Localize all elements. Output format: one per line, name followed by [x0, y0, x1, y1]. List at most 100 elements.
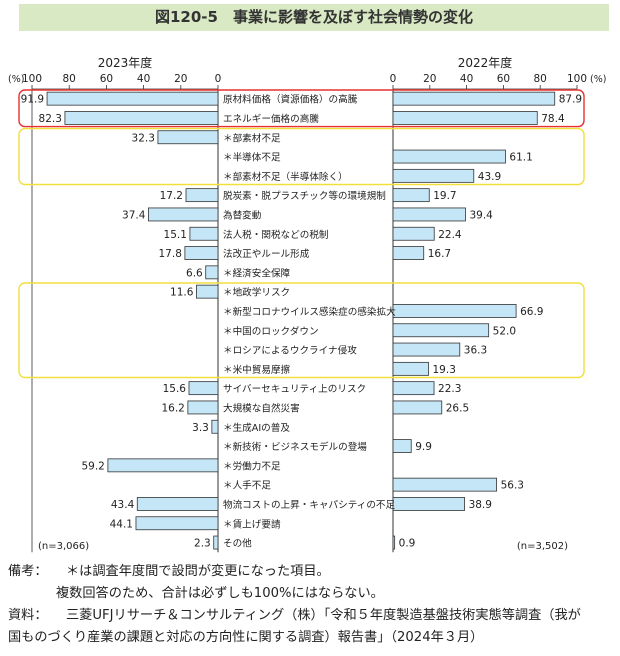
value-label-2023: 11.6	[170, 287, 194, 299]
category-label: ＊ロシアによるウクライナ侵攻	[223, 345, 357, 357]
bar-2023	[185, 188, 219, 203]
value-label-2022: 22.4	[438, 229, 462, 241]
bar-2023	[148, 207, 219, 222]
bar-2022	[392, 207, 466, 222]
bar-2022	[392, 91, 556, 106]
value-label-2023: 2.3	[194, 538, 211, 550]
value-label-2023: 44.1	[110, 518, 133, 530]
left-panel-title: 2023年度	[98, 55, 153, 70]
bar-2023	[189, 226, 219, 241]
value-label-2022: 38.9	[469, 499, 492, 511]
category-label: ＊中国のロックダウン	[223, 325, 319, 337]
bar-2022	[392, 323, 490, 338]
right-unit-label: (%)	[590, 74, 606, 85]
bar-2022	[392, 168, 475, 183]
category-label: サイバーセキュリティ上のリスク	[223, 384, 366, 395]
category-label: 大規模な自然災害	[223, 402, 300, 414]
category-label: ＊新技術・ビジネスモデルの登場	[223, 441, 367, 453]
value-label-2022: 26.5	[446, 402, 469, 414]
left-tick-label: 20	[174, 73, 187, 85]
bar-2023	[184, 246, 219, 260]
highlight-box	[18, 89, 585, 128]
value-label-2022: 87.9	[559, 94, 582, 106]
left-sample-size: (n=3,066)	[38, 541, 89, 552]
highlight-box	[18, 282, 585, 379]
category-label: ＊労働力不足	[223, 460, 281, 472]
value-label-2023: 43.4	[111, 499, 135, 511]
left-unit-label: (%)	[8, 74, 24, 85]
note-remarks-label: 備考：	[8, 564, 48, 579]
bar-2023	[135, 516, 219, 531]
category-label: ＊地政学リスク	[223, 287, 290, 299]
left-tick-label: 100	[22, 73, 42, 85]
note-source-line-1: 三菱UFJリサーチ＆コンサルティング（株）「令和５年度製造基盤技術実態等調査（我…	[66, 608, 581, 623]
value-label-2022: 19.7	[433, 190, 456, 202]
category-label: 物流コストの上昇・キャパシティの不足	[223, 499, 396, 511]
value-label-2023: 82.3	[39, 113, 62, 125]
value-label-2023: 16.2	[161, 402, 184, 414]
figure-title: 図120-5 事業に影響を及ぼす社会情勢の変化	[155, 8, 473, 26]
bar-2023	[211, 419, 219, 434]
bar-2023	[196, 284, 219, 299]
value-label-2022: 22.3	[438, 383, 461, 395]
category-label: ＊部素材不足	[223, 132, 281, 144]
bar-2022	[392, 246, 425, 260]
value-label-2022: 0.9	[399, 538, 416, 550]
right-tick-label: 20	[423, 73, 436, 85]
note-source-line-2: 国ものづくり産業の課題と対応の方向性に関する調査）報告書」（2024年３月）	[8, 630, 484, 645]
value-label-2022: 52.0	[493, 325, 516, 337]
note-source: 資料： 三菱UFJリサーチ＆コンサルティング（株）「令和５年度製造基盤技術実態等調…	[8, 605, 614, 627]
bar-2022	[392, 111, 538, 125]
bar-2023	[213, 535, 219, 550]
bar-2023	[187, 400, 219, 415]
left-tick-label: 60	[100, 73, 113, 85]
bar-2023	[136, 497, 219, 511]
highlight-box	[18, 127, 585, 186]
right-tick-label: 80	[534, 73, 547, 85]
value-label-2022: 9.9	[415, 441, 432, 453]
category-label: 脱炭素・脱プラスチック等の環境規制	[223, 190, 386, 202]
left-tick-label: 40	[137, 73, 150, 85]
left-tick-label: 0	[215, 73, 222, 85]
category-label: ＊新型コロナウイルス感染症の感染拡大	[223, 306, 396, 318]
category-label: ＊人手不足	[223, 480, 271, 492]
right-panel-title: 2022年度	[458, 55, 513, 70]
note-source-label: 資料：	[8, 608, 48, 623]
bar-2022	[392, 439, 412, 453]
category-label: ＊経済安全保障	[223, 267, 291, 279]
value-label-2023: 6.6	[186, 267, 203, 279]
category-label: ＊生成AIの普及	[223, 422, 290, 434]
bar-2023	[205, 265, 219, 280]
value-label-2022: 43.9	[478, 171, 501, 183]
value-label-2022: 16.7	[428, 248, 451, 260]
value-label-2023: 15.1	[164, 229, 187, 241]
value-label-2022: 66.9	[520, 306, 543, 318]
category-label: 法改正やルール形成	[223, 248, 310, 260]
left-tick-label: 80	[63, 73, 76, 85]
category-label: ＊部素材不足（半導体除く）	[223, 171, 348, 183]
category-label: 法人税・関税などの税制	[223, 229, 329, 241]
value-label-2023: 59.2	[81, 460, 104, 472]
bar-2023	[107, 458, 219, 473]
bar-2022	[392, 535, 396, 550]
figure-title-bar: 図120-5 事業に影響を及ぼす社会情勢の変化	[19, 4, 609, 31]
value-label-2023: 37.4	[122, 209, 146, 221]
value-label-2022: 56.3	[501, 480, 524, 492]
note-remarks-line-2: 複数回答のため、合計は必ずしも100%にはならない。	[56, 586, 384, 601]
value-label-2023: 15.6	[163, 383, 187, 395]
notes-section: 備考： ＊は調査年度間で設問が変更になった項目。 複数回答のため、合計は必ずしも1…	[8, 561, 614, 649]
value-label-2022: 61.1	[509, 152, 532, 164]
value-label-2023: 17.2	[160, 190, 183, 202]
value-label-2022: 39.4	[469, 209, 493, 221]
value-label-2023: 17.8	[159, 248, 182, 260]
category-label: エネルギー価格の高騰	[223, 113, 319, 125]
bar-2022	[392, 188, 430, 203]
bar-2023	[157, 130, 219, 145]
value-label-2022: 78.4	[541, 113, 565, 125]
value-label-2023: 32.3	[132, 132, 155, 144]
bar-2022	[392, 477, 497, 492]
bar-2023	[64, 111, 219, 125]
note-remarks: 備考： ＊は調査年度間で設問が変更になった項目。	[8, 561, 614, 583]
right-tick-label: 40	[460, 73, 473, 85]
